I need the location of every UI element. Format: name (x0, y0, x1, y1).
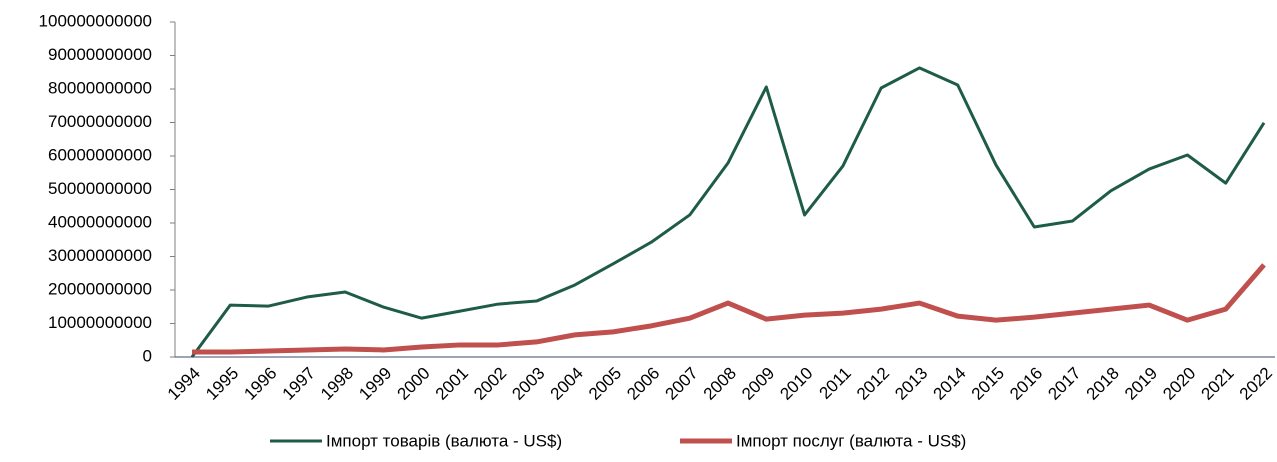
x-tick-label: 2011 (816, 364, 855, 403)
x-tick-label: 2020 (1159, 364, 1199, 404)
y-tick-label: 20000000000 (48, 279, 152, 298)
x-tick-label: 2002 (470, 364, 510, 404)
x-tick-label: 2009 (738, 364, 778, 404)
x-tick-label: 1994 (164, 364, 204, 404)
x-tick-label: 2006 (623, 364, 663, 404)
y-tick-label: 0 (143, 346, 152, 365)
series-line (192, 263, 1266, 355)
y-tick-label: 40000000000 (48, 212, 152, 231)
y-tick-label: 100000000000 (39, 11, 152, 30)
y-tick-label: 70000000000 (48, 112, 152, 131)
y-tick-label: 80000000000 (48, 78, 152, 97)
legend-label: Імпорт товарів (валюта - US$) (326, 431, 562, 450)
x-tick-label: 2017 (1044, 364, 1084, 404)
x-tick-label: 2016 (1006, 364, 1046, 404)
x-tick-label: 2000 (394, 364, 434, 404)
x-tick-label: 2005 (585, 364, 625, 404)
series-line (190, 66, 1266, 358)
x-tick-label: 2007 (662, 364, 702, 404)
x-tick-label: 1995 (202, 364, 242, 404)
y-tick-label: 60000000000 (48, 145, 152, 164)
x-tick-label: 2018 (1083, 364, 1123, 404)
legend-label: Імпорт послуг (валюта - US$) (736, 431, 966, 450)
x-tick-label: 1997 (279, 364, 319, 404)
x-tick-label: 2013 (891, 364, 931, 404)
x-tick-label: 1996 (240, 364, 280, 404)
x-tick-label: 2015 (968, 364, 1008, 404)
y-tick-label: 90000000000 (48, 45, 152, 64)
y-tick-label: 50000000000 (48, 179, 152, 198)
x-tick-label: 2003 (508, 364, 548, 404)
y-tick-label: 30000000000 (48, 246, 152, 265)
x-tick-label: 2022 (1236, 364, 1276, 404)
x-tick-label: 2001 (432, 364, 472, 404)
x-tick-label: 2004 (547, 364, 587, 404)
x-tick-label: 2014 (930, 364, 970, 404)
y-tick-label: 10000000000 (48, 313, 152, 332)
x-tick-label: 1998 (317, 364, 357, 404)
x-tick-label: 1999 (355, 364, 395, 404)
x-tick-label: 2008 (700, 364, 740, 404)
x-tick-label: 2021 (1198, 364, 1238, 404)
x-tick-label: 2012 (853, 364, 893, 404)
x-tick-label: 2010 (776, 364, 816, 404)
x-tick-label: 2019 (1121, 364, 1161, 404)
